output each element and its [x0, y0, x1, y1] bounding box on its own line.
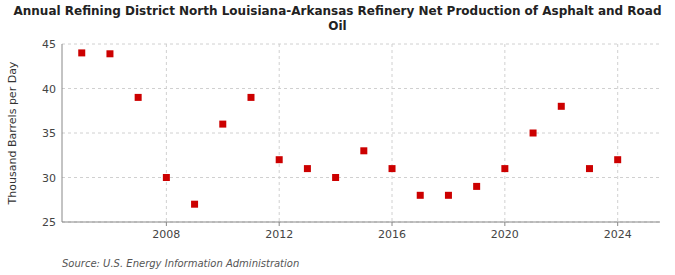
y-axis-label: Thousand Barrels per Day [6, 61, 19, 205]
grid-line-x [392, 44, 393, 222]
title: Annual Refining District North Louisiana… [13, 4, 661, 33]
grid [62, 44, 660, 222]
point [163, 174, 170, 181]
x-tick-label: 2012 [265, 228, 293, 241]
grid-line-y [62, 222, 660, 223]
grid-line-y [62, 177, 660, 178]
point [389, 165, 396, 172]
point [586, 165, 593, 172]
y-tick-label: 25 [42, 216, 56, 229]
point [558, 103, 565, 110]
y-tick-label: 45 [42, 38, 56, 51]
y-tick-label: 30 [42, 172, 56, 185]
grid-line-x [617, 44, 618, 222]
source-note: Source: U.S. Energy Information Administ… [62, 258, 299, 269]
x-tick [279, 222, 280, 226]
point [445, 192, 452, 199]
chart: Annual Refining District North Louisiana… [0, 0, 675, 275]
x-tick-label: 2020 [491, 228, 519, 241]
axes: 25 30 35 40 45 2008 2012 2016 2020 2024 [42, 38, 660, 241]
x-tick [617, 222, 618, 226]
y-tick-label: 35 [42, 127, 56, 140]
grid-line-y [62, 88, 660, 89]
point [219, 121, 226, 128]
x-tick-label: 2016 [378, 228, 406, 241]
y-tick-label: 40 [42, 83, 56, 96]
y-axis-line [62, 44, 63, 222]
grid-line-x [166, 44, 167, 222]
point [78, 49, 85, 56]
grid-line-y [62, 44, 660, 45]
x-tick-label: 2008 [152, 228, 180, 241]
point [530, 130, 537, 137]
point [135, 94, 142, 101]
point [304, 165, 311, 172]
point [191, 201, 198, 208]
point [332, 174, 339, 181]
points [78, 49, 621, 207]
point [360, 147, 367, 154]
point [614, 156, 621, 163]
x-tick-label: 2024 [604, 228, 632, 241]
x-axis-line [62, 222, 660, 223]
point [106, 50, 113, 57]
point [247, 94, 254, 101]
point [473, 183, 480, 190]
title-line: Annual Refining District North Louisiana… [13, 4, 661, 18]
x-tick [166, 222, 167, 226]
x-tick [392, 222, 393, 226]
point [417, 192, 424, 199]
title-line: Oil [328, 19, 346, 33]
grid-line-y [62, 133, 660, 134]
grid-line-x [279, 44, 280, 222]
point [276, 156, 283, 163]
x-tick [504, 222, 505, 226]
grid-line-x [504, 44, 505, 222]
point [501, 165, 508, 172]
